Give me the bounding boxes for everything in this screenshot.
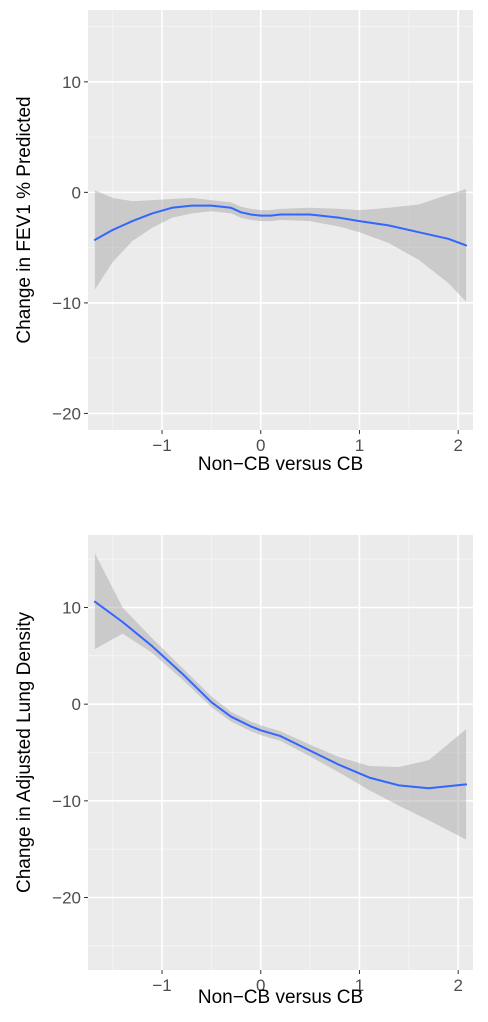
x-tick-label: 0: [256, 976, 265, 995]
smooth-line: [93, 600, 468, 790]
x-tick-label: 2: [453, 436, 462, 455]
y-tick-label: −10: [52, 294, 81, 313]
y-tick-label: 0: [72, 183, 81, 202]
confidence-band: [94, 189, 467, 302]
y-tick-label: 10: [62, 73, 81, 92]
x-tick-label: 0: [256, 436, 265, 455]
y-tick-label: −20: [52, 889, 81, 908]
x-tick-label: 1: [355, 436, 364, 455]
confidence-band: [94, 553, 467, 840]
x-tick-label: 2: [453, 976, 462, 995]
x-tick-label: −1: [152, 976, 171, 995]
y-axis-title: Change in FEV1 % Predicted: [14, 96, 35, 343]
x-axis-title: Non−CB versus CB: [198, 454, 363, 475]
y-tick-label: 10: [62, 599, 81, 618]
x-tick-label: 1: [355, 976, 364, 995]
y-tick-label: −10: [52, 792, 81, 811]
y-axis-title: Change in Adjusted Lung Density: [14, 612, 35, 893]
x-tick-label: −1: [152, 436, 171, 455]
y-tick-label: 0: [72, 695, 81, 714]
smooth-line: [93, 204, 468, 247]
x-axis-title: Non−CB versus CB: [198, 987, 363, 1008]
y-tick-label: −20: [52, 404, 81, 423]
